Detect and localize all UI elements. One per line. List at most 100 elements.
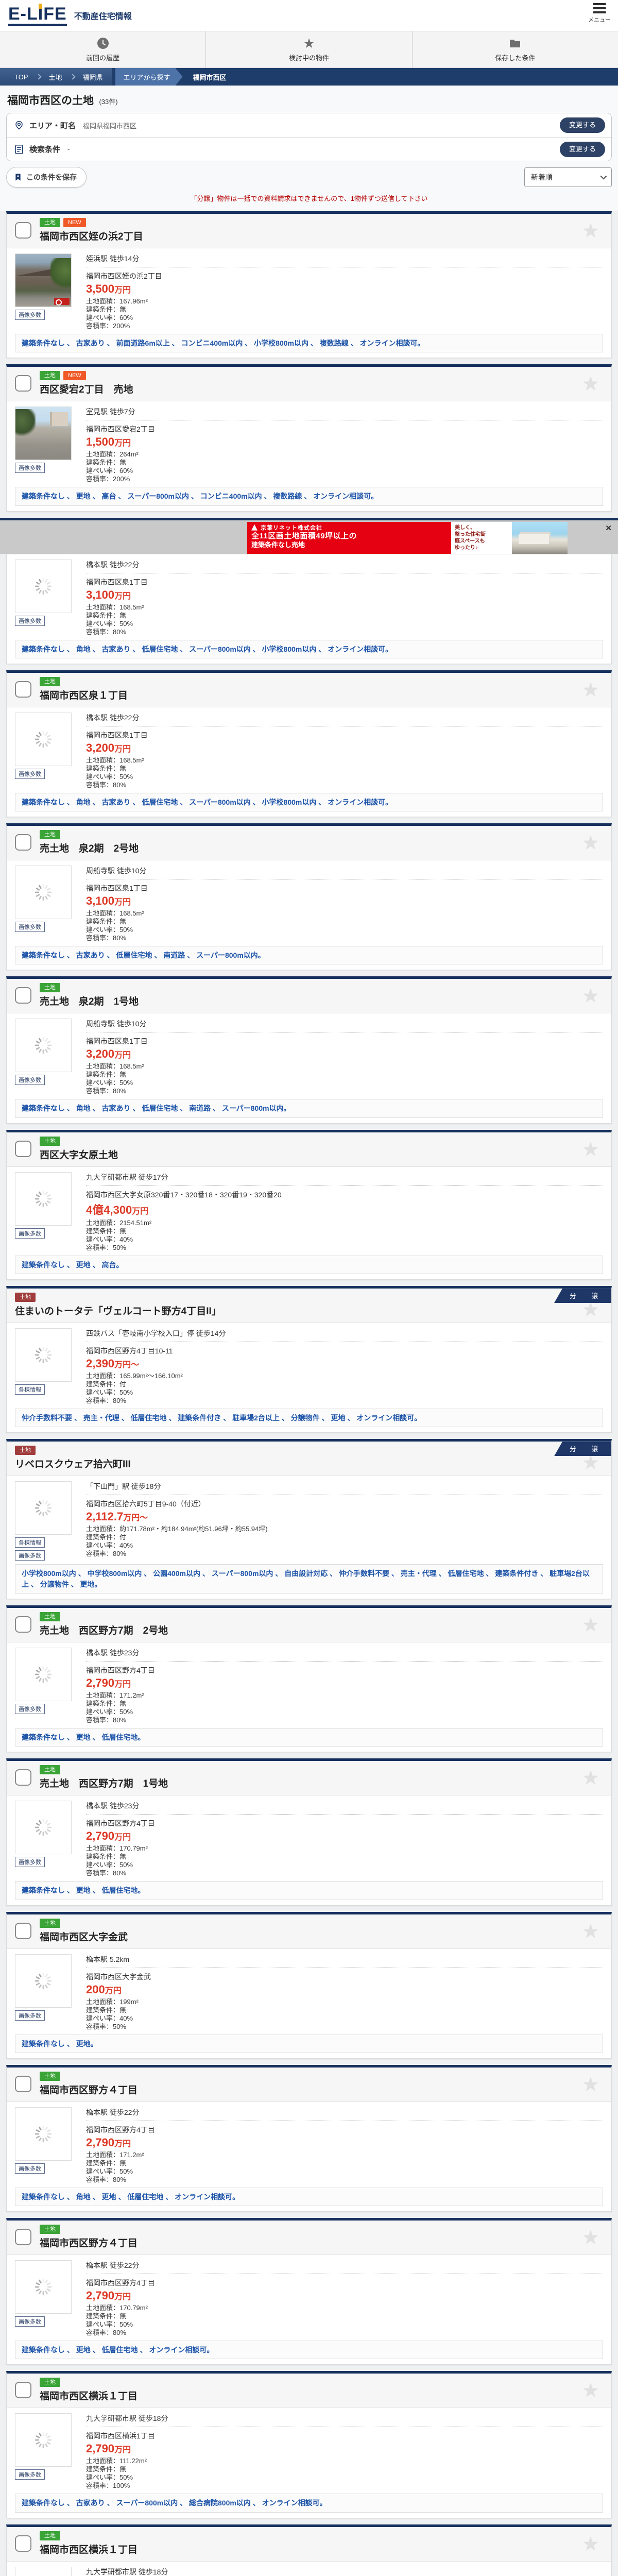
- ad-close-button[interactable]: ✕: [605, 523, 612, 533]
- thumbnail-label[interactable]: 画像多数: [15, 310, 45, 320]
- listing-thumbnail[interactable]: [15, 559, 72, 613]
- building-condition-line: 建築条件：付: [86, 1380, 603, 1388]
- price-value: 3,200: [86, 1047, 115, 1061]
- listing-thumbnail[interactable]: [15, 866, 72, 920]
- listing-thumbnail[interactable]: [15, 1481, 72, 1535]
- quicknav-history[interactable]: 前回の履歴: [0, 31, 205, 67]
- favorite-star-icon[interactable]: ★: [582, 1452, 599, 1473]
- listing-checkbox[interactable]: [15, 681, 31, 698]
- thumbnail-label[interactable]: 画像多数: [15, 463, 45, 473]
- thumbnail-label[interactable]: 画像多数: [15, 922, 45, 933]
- breadcrumb-land[interactable]: 土地: [48, 73, 62, 81]
- favorite-star-icon[interactable]: ★: [582, 373, 599, 395]
- favorite-star-icon[interactable]: ★: [582, 2227, 599, 2248]
- listing-title[interactable]: 売土地 泉2期 2号地: [40, 843, 139, 855]
- listing-checkbox[interactable]: [15, 375, 31, 392]
- thumbnail-label[interactable]: 画像多数: [15, 2163, 45, 2174]
- listing-thumbnail[interactable]: [15, 1954, 72, 2008]
- listing-title[interactable]: 福岡市西区姪の浜2丁目: [40, 231, 143, 242]
- thumbnail-label[interactable]: 画像多数: [15, 615, 45, 626]
- loading-spinner-icon: [35, 1819, 52, 1836]
- favorite-star-icon[interactable]: ★: [582, 679, 599, 700]
- thumbnail-label[interactable]: 画像多数: [15, 2469, 45, 2480]
- favorite-star-icon[interactable]: ★: [582, 2533, 599, 2554]
- listing-title[interactable]: 売土地 泉2期 1号地: [40, 996, 139, 1008]
- property-type-tag: 土地: [40, 2071, 60, 2081]
- listing-checkbox[interactable]: [15, 1922, 31, 1939]
- listing-thumbnail[interactable]: [15, 1172, 72, 1226]
- detail-label: 容積率：: [86, 1550, 113, 1558]
- tag-row: 土地: [40, 1612, 168, 1621]
- listing-thumbnail[interactable]: [15, 2107, 72, 2161]
- thumbnail-label[interactable]: 画像多数: [15, 1857, 45, 1868]
- thumbnail-label[interactable]: 画像多数: [15, 1703, 45, 1714]
- listing-title[interactable]: 福岡市西区大字金武: [40, 1931, 128, 1943]
- sort-order-select[interactable]: 新着順: [524, 167, 612, 187]
- listing-title[interactable]: 福岡市西区泉１丁目: [40, 690, 128, 701]
- listing-title[interactable]: 福岡市西区野方４丁目: [40, 2238, 138, 2249]
- listing-title[interactable]: 福岡市西区横浜１丁目: [40, 2391, 138, 2402]
- listing-thumbnail[interactable]: [15, 1647, 72, 1701]
- thumbnail-label[interactable]: 各棟情報: [15, 1537, 45, 1548]
- thumbnail-label[interactable]: 各棟情報: [15, 1384, 45, 1395]
- listing-checkbox[interactable]: [15, 987, 31, 1004]
- detail-label: 土地面積：: [86, 603, 120, 611]
- listing-thumbnail[interactable]: [15, 2413, 72, 2467]
- thumbnail-label[interactable]: 画像多数: [15, 2010, 45, 2021]
- listing-checkbox[interactable]: [15, 1616, 31, 1633]
- thumbnail-label[interactable]: 画像多数: [15, 768, 45, 779]
- hamburger-icon: [593, 3, 606, 13]
- listing-thumbnail[interactable]: [15, 406, 72, 461]
- listing-checkbox[interactable]: [15, 1769, 31, 1786]
- listing-title[interactable]: 西区大字女原土地: [40, 1149, 118, 1161]
- thumbnail-label[interactable]: 画像多数: [15, 2316, 45, 2327]
- favorite-star-icon[interactable]: ★: [582, 2073, 599, 2095]
- breadcrumb-fukuoka[interactable]: 福岡県: [82, 73, 103, 81]
- listing-details: 橋本駅 徒歩22分 福岡市西区野方4丁目 2,790万円 土地面積：171.2m² 建築…: [86, 2107, 603, 2184]
- listing-title[interactable]: リベロスクウェア拾六町III: [15, 1459, 131, 1470]
- listing-thumbnail[interactable]: [15, 2260, 72, 2314]
- favorite-star-icon[interactable]: ★: [582, 1614, 599, 1635]
- favorite-star-icon[interactable]: ★: [582, 1138, 599, 1160]
- breadcrumb-search-by-area[interactable]: エリアから探す: [115, 68, 183, 86]
- listing-checkbox[interactable]: [15, 2535, 31, 2552]
- listing-thumbnail[interactable]: [15, 712, 72, 766]
- listing-thumbnail[interactable]: [15, 1019, 72, 1073]
- favorite-star-icon[interactable]: ★: [582, 985, 599, 1007]
- breadcrumb-top[interactable]: TOP: [14, 73, 28, 81]
- quicknav-saved-conditions[interactable]: 保存した条件: [411, 31, 618, 67]
- ad-creative[interactable]: 京葉リネット株式会社 全11区画土地面積49坪以上の 建築条件なし売地 美しく、…: [247, 521, 568, 554]
- listing-checkbox[interactable]: [15, 2382, 31, 2399]
- listing-checkbox[interactable]: [15, 1140, 31, 1157]
- listing-thumbnail[interactable]: [15, 253, 72, 307]
- favorite-star-icon[interactable]: ★: [582, 1767, 599, 1789]
- listing-title[interactable]: 住まいのトータテ「ヴェルコート野方4丁目II」: [15, 1306, 221, 1317]
- listing-thumbnail[interactable]: [15, 1801, 72, 1855]
- thumbnail-label[interactable]: 画像多数: [15, 1228, 45, 1239]
- save-condition-button[interactable]: この条件を保存: [6, 167, 87, 188]
- favorite-star-icon[interactable]: ★: [582, 1298, 599, 1320]
- listing-checkbox[interactable]: [15, 2229, 31, 2246]
- listing-title[interactable]: 西区愛宕2丁目 売地: [40, 384, 133, 396]
- site-logo[interactable]: E-LIFE: [8, 5, 67, 26]
- menu-button[interactable]: メニュー: [588, 3, 611, 24]
- favorite-star-icon[interactable]: ★: [582, 220, 599, 241]
- favorite-star-icon[interactable]: ★: [582, 832, 599, 854]
- listing-title[interactable]: 福岡市西区野方４丁目: [40, 2084, 138, 2096]
- listing-title[interactable]: 売土地 西区野方7期 2号地: [40, 1625, 168, 1636]
- change-area-button[interactable]: 変更する: [559, 117, 605, 133]
- favorite-star-icon[interactable]: ★: [582, 2380, 599, 2401]
- listing-checkbox[interactable]: [15, 222, 31, 239]
- quicknav-favorites[interactable]: ★ 検討中の物件: [205, 31, 411, 67]
- listing-thumbnail[interactable]: [15, 1328, 72, 1382]
- listing-address: 福岡市西区野方4丁目: [86, 2279, 155, 2287]
- change-filter-button[interactable]: 変更する: [559, 142, 605, 157]
- listing-checkbox[interactable]: [15, 2075, 31, 2092]
- thumbnail-label[interactable]: 画像多数: [15, 1075, 45, 1086]
- listing-title[interactable]: 売土地 西区野方7期 1号地: [40, 1778, 168, 1790]
- listing-thumbnail[interactable]: [15, 2566, 72, 2576]
- listing-checkbox[interactable]: [15, 834, 31, 851]
- listing-title[interactable]: 福岡市西区横浜１丁目: [40, 2544, 138, 2555]
- favorite-star-icon[interactable]: ★: [582, 1920, 599, 1942]
- thumbnail-label[interactable]: 画像多数: [15, 1550, 45, 1561]
